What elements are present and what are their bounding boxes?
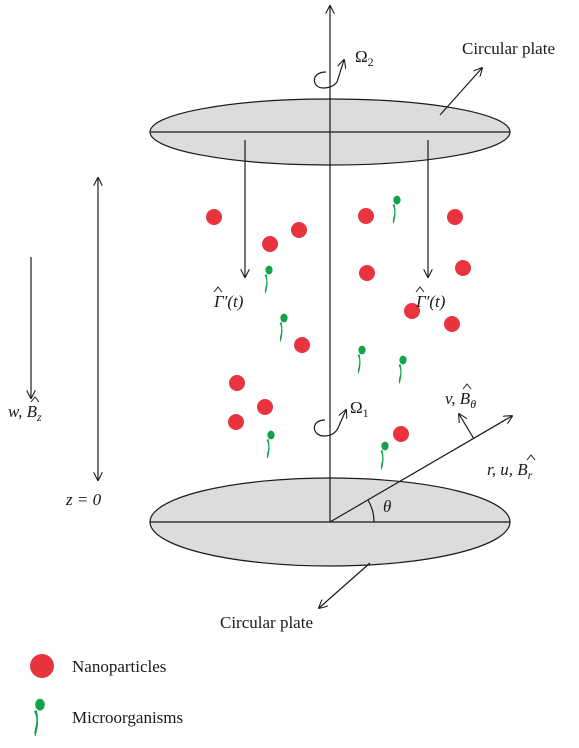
v-text: v, — [445, 389, 460, 408]
nanoparticle — [455, 260, 471, 276]
omega-2-label: Ω2 — [355, 47, 374, 69]
gamma-left-tail: ′(t) — [224, 292, 244, 311]
top-plate-label: Circular plate — [462, 39, 555, 58]
microorganism — [266, 430, 275, 459]
br-hat — [526, 454, 536, 461]
gamma-right-hat — [415, 286, 425, 293]
nanoparticle — [291, 222, 307, 238]
gamma-left-hat — [213, 286, 223, 293]
rotation-arrow-bottom-icon — [313, 410, 346, 437]
z-zero-label: z = 0 — [65, 490, 102, 509]
nanoparticle — [262, 236, 278, 252]
br-subscript: r — [528, 468, 533, 482]
legend: Nanoparticles Microorganisms — [30, 654, 183, 737]
nanoparticle — [393, 426, 409, 442]
nanoparticle — [359, 265, 375, 281]
svg-text:v, Bθ: v, Bθ — [445, 389, 476, 411]
rotation-arrow-top-icon — [313, 60, 344, 89]
br-symbol: B — [517, 460, 528, 479]
omega-1-symbol: Ω — [350, 398, 363, 417]
bz-subscript: z — [36, 410, 42, 424]
nanoparticles-group — [206, 208, 471, 442]
btheta-symbol: B — [460, 389, 471, 408]
bz-hat — [30, 396, 40, 403]
gamma-right-symbol: Γ — [415, 292, 427, 311]
nanoparticle — [447, 209, 463, 225]
top-plate-pointer-arrow — [439, 68, 482, 116]
nanoparticle — [444, 316, 460, 332]
microorganism — [380, 441, 389, 470]
nanoparticle-legend-icon — [30, 654, 54, 678]
r-u-br-label: r, u, Br — [487, 454, 536, 482]
gamma-left-label: Γ′(t) — [213, 286, 244, 311]
microorganism — [279, 313, 288, 342]
azimuthal-arrow — [459, 414, 475, 440]
btheta-hat — [462, 383, 472, 390]
gamma-right-tail: ′(t) — [426, 292, 446, 311]
nanoparticle — [228, 414, 244, 430]
omega-2-symbol: Ω — [355, 47, 368, 66]
omega-1-label: Ω1 — [350, 398, 369, 420]
svg-text:Γ′(t): Γ′(t) — [213, 292, 244, 311]
svg-text:r, u, Br: r, u, Br — [487, 460, 533, 482]
microorganism — [398, 355, 407, 384]
bz-symbol: B — [27, 402, 38, 421]
microorganism-legend-icon — [34, 698, 45, 737]
nanoparticle — [358, 208, 374, 224]
nanoparticle — [206, 209, 222, 225]
nanoparticle — [294, 337, 310, 353]
radial-arrow — [329, 416, 512, 523]
omega-1-subscript: 1 — [363, 406, 369, 420]
microorganism — [264, 265, 273, 294]
microorganism — [392, 195, 401, 224]
gamma-right-label: Γ′(t) — [415, 286, 446, 311]
svg-text:Γ′(t): Γ′(t) — [415, 292, 446, 311]
btheta-subscript: θ — [470, 397, 476, 411]
bottom-plate-label: Circular plate — [220, 613, 313, 632]
gamma-left-symbol: Γ — [213, 292, 225, 311]
v-btheta-label: v, Bθ — [445, 383, 476, 411]
theta-angle-arc — [367, 499, 375, 523]
bottom-plate-pointer-arrow — [319, 562, 371, 608]
theta-label: θ — [383, 497, 391, 516]
nanoparticle — [404, 303, 420, 319]
microorganisms-group — [264, 195, 407, 470]
w-text: w, — [8, 402, 27, 421]
w-bz-label: w, Bz — [8, 396, 42, 424]
nanoparticle — [229, 375, 245, 391]
r-u-text: r, u, — [487, 460, 517, 479]
legend-nanoparticles-label: Nanoparticles — [72, 657, 166, 676]
svg-text:w, Bz: w, Bz — [8, 402, 42, 424]
nanoparticle — [257, 399, 273, 415]
microorganism — [357, 345, 366, 374]
omega-2-subscript: 2 — [368, 55, 374, 69]
legend-microorganisms-label: Microorganisms — [72, 708, 183, 727]
